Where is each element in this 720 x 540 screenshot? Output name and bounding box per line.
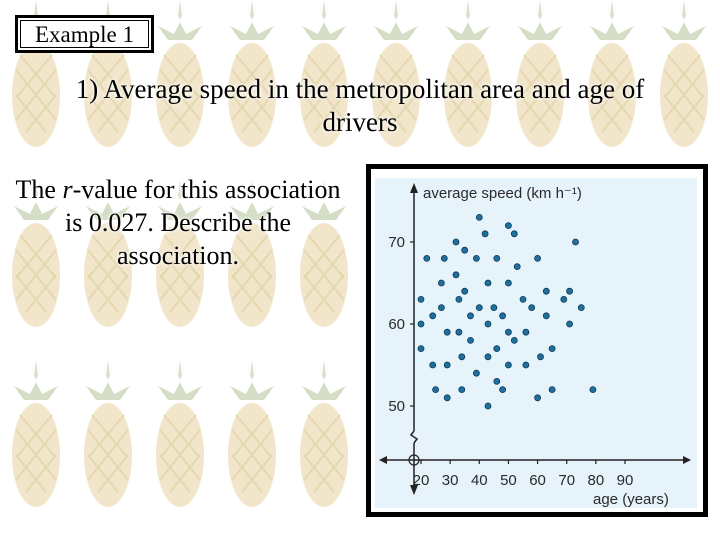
data-point	[499, 386, 507, 394]
data-point	[467, 336, 474, 344]
data-point	[513, 263, 521, 270]
x-axis-arrow-left	[379, 456, 387, 464]
data-point	[458, 353, 466, 361]
data-point	[510, 336, 518, 344]
data-point	[440, 255, 448, 262]
data-point	[438, 304, 445, 312]
axes	[379, 183, 691, 495]
scatter-chart: 50 60 70 20 30 40 50 60 70 80 90 average speed (km…	[375, 178, 697, 508]
data-point	[429, 361, 437, 369]
x-tick-label: 50	[500, 472, 517, 489]
data-point	[484, 279, 492, 287]
x-axis-arrow-right	[683, 456, 691, 464]
data-point	[548, 345, 556, 353]
y-axis-break	[409, 430, 419, 444]
data-point	[542, 312, 550, 320]
slide-title: 1) Average speed in the metropolitan are…	[75, 74, 645, 137]
data-point	[417, 345, 425, 353]
data-point	[522, 328, 530, 336]
data-point	[589, 386, 597, 394]
data-point	[473, 255, 480, 262]
data-point	[473, 369, 480, 377]
y-tick-label: 70	[388, 234, 405, 251]
data-point	[443, 394, 451, 402]
data-point	[458, 386, 466, 394]
data-point	[537, 353, 544, 361]
x-tick-label: 40	[471, 472, 488, 489]
data-point	[490, 304, 498, 312]
data-points	[417, 214, 597, 410]
data-point	[475, 304, 483, 312]
data-point	[429, 312, 437, 320]
data-point	[484, 353, 492, 361]
data-point	[455, 295, 463, 303]
data-point	[499, 312, 507, 320]
data-point	[510, 230, 518, 238]
data-point	[452, 271, 460, 279]
data-point	[438, 279, 445, 287]
data-point	[423, 255, 431, 262]
data-point	[493, 255, 501, 262]
data-point	[560, 295, 568, 303]
origin-circle	[408, 454, 420, 466]
y-axis-label: average speed (km h⁻¹)	[423, 185, 582, 202]
data-point	[572, 238, 579, 246]
data-point	[461, 246, 469, 254]
prompt-text-start: The	[15, 175, 63, 204]
y-tick-label: 60	[388, 316, 405, 333]
x-axis-label: age (years)	[593, 491, 669, 508]
data-point	[504, 328, 512, 336]
data-point	[484, 320, 492, 328]
data-point	[534, 394, 542, 402]
x-tick-label: 70	[558, 472, 575, 489]
scatter-chart-frame: 50 60 70 20 30 40 50 60 70 80 90 average speed (km…	[366, 164, 708, 517]
data-point	[493, 345, 501, 353]
data-point	[467, 312, 474, 320]
question-prompt: The r-value for this association is 0.02…	[8, 173, 348, 272]
data-point	[452, 238, 460, 246]
data-point	[443, 361, 451, 369]
data-point	[519, 295, 527, 303]
data-point	[522, 361, 530, 369]
data-point	[548, 386, 556, 394]
x-tick-label: 30	[442, 472, 459, 489]
data-point	[481, 230, 489, 238]
data-point	[504, 222, 512, 229]
tick-labels: 50 60 70 20 30 40 50 60 70 80 90	[388, 234, 633, 489]
x-tick-label: 60	[529, 472, 546, 489]
x-tick-label: 90	[617, 472, 634, 489]
plot-panel	[375, 178, 697, 508]
prompt-text-end: -value for this association is 0.027. De…	[64, 175, 341, 270]
data-point	[566, 320, 574, 328]
data-point	[417, 320, 425, 328]
data-point	[417, 295, 425, 303]
data-point	[475, 214, 483, 221]
y-tick-label: 50	[388, 398, 405, 415]
data-point	[484, 402, 492, 410]
x-tick-label: 80	[588, 472, 605, 489]
y-axis-arrow-down	[410, 485, 418, 495]
example-label: Example 1	[15, 15, 154, 53]
data-point	[461, 287, 469, 295]
r-symbol: r	[62, 175, 73, 204]
y-axis-arrow-up	[410, 183, 418, 193]
data-point	[504, 361, 512, 369]
data-point	[455, 328, 463, 336]
data-point	[566, 287, 574, 295]
data-point	[534, 255, 542, 262]
x-tick-label: 20	[413, 472, 430, 489]
data-point	[528, 304, 536, 312]
data-point	[542, 287, 550, 295]
data-point	[443, 328, 451, 336]
data-point	[577, 304, 585, 312]
data-point	[493, 377, 501, 385]
data-point	[432, 386, 439, 394]
data-point	[504, 279, 512, 287]
